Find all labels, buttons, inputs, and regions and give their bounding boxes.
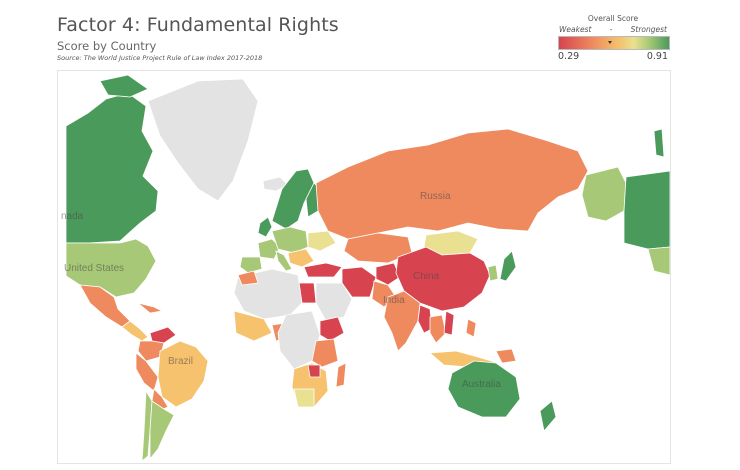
region-argentina[interactable] bbox=[149, 400, 175, 461]
map-label-brazil: Brazil bbox=[168, 356, 194, 367]
region-canada-west[interactable] bbox=[623, 170, 670, 250]
map-label-india: India bbox=[383, 295, 405, 306]
map-label-russia: Russia bbox=[420, 191, 451, 202]
region-ethiopia[interactable] bbox=[319, 316, 345, 342]
region-italy[interactable] bbox=[275, 250, 293, 272]
world-map[interactable]: nada United States Russia China India Br… bbox=[57, 70, 671, 464]
region-caribbean[interactable] bbox=[137, 302, 164, 314]
region-uk[interactable] bbox=[257, 216, 273, 238]
chart-title: Factor 4: Fundamental Rights bbox=[57, 14, 339, 36]
map-label-canada: nada bbox=[61, 211, 84, 222]
region-vietnam[interactable] bbox=[443, 310, 455, 336]
legend-title: Overall Score bbox=[587, 14, 639, 23]
legend-range: 0.29 0.91 bbox=[556, 51, 670, 62]
region-venezuela[interactable] bbox=[149, 326, 177, 344]
region-morocco[interactable] bbox=[237, 270, 259, 286]
region-ukraine[interactable] bbox=[307, 230, 337, 252]
world-map-svg bbox=[65, 74, 670, 462]
region-alaska[interactable] bbox=[581, 166, 627, 222]
region-brazil[interactable] bbox=[157, 340, 209, 408]
legend-min-value: 0.29 bbox=[558, 51, 580, 62]
legend-max-value: 0.91 bbox=[646, 51, 668, 62]
region-australia[interactable] bbox=[447, 360, 521, 418]
region-iceland[interactable] bbox=[262, 176, 289, 192]
region-canada-islands[interactable] bbox=[99, 74, 149, 98]
region-afghanistan[interactable] bbox=[375, 262, 401, 286]
legend-weakest-label: Weakest bbox=[559, 25, 592, 34]
region-japan[interactable] bbox=[499, 250, 517, 282]
region-thailand[interactable] bbox=[429, 314, 447, 344]
region-myanmar[interactable] bbox=[417, 304, 433, 334]
region-spain-portugal[interactable] bbox=[239, 256, 263, 274]
region-kenya-tanzania[interactable] bbox=[311, 338, 339, 368]
region-balkans[interactable] bbox=[287, 248, 315, 268]
region-zimbabwe[interactable] bbox=[307, 364, 321, 378]
legend-marker bbox=[608, 41, 612, 44]
region-west-africa[interactable] bbox=[233, 310, 273, 342]
legend-gradient-bar bbox=[558, 36, 670, 50]
chart-subtitle: Score by Country bbox=[57, 39, 157, 53]
region-greenland[interactable] bbox=[147, 78, 259, 202]
color-legend[interactable]: Overall Score Weakest - Strongest 0.29 0… bbox=[556, 14, 670, 62]
region-usa-west[interactable] bbox=[647, 246, 670, 276]
region-india[interactable] bbox=[383, 290, 421, 352]
map-label-australia: Australia bbox=[462, 379, 501, 390]
region-usa[interactable] bbox=[65, 238, 157, 298]
legend-scale-words: Weakest - Strongest bbox=[556, 25, 670, 34]
region-canada-arctic[interactable] bbox=[653, 128, 665, 158]
region-philippines[interactable] bbox=[465, 318, 477, 338]
region-central-america[interactable] bbox=[121, 320, 149, 342]
legend-separator: - bbox=[609, 25, 613, 34]
region-russia[interactable] bbox=[315, 128, 589, 240]
source-note: Source: The World Justice Project Rule o… bbox=[57, 54, 263, 62]
map-label-china: China bbox=[413, 271, 440, 282]
region-madagascar[interactable] bbox=[335, 362, 347, 388]
legend-strongest-label: Strongest bbox=[630, 25, 667, 34]
region-new-zealand[interactable] bbox=[539, 400, 557, 432]
region-central-africa[interactable] bbox=[277, 310, 321, 370]
region-canada[interactable] bbox=[65, 92, 159, 244]
region-papua-new-guinea[interactable] bbox=[495, 348, 517, 364]
region-korea[interactable] bbox=[487, 264, 499, 282]
map-label-usa: United States bbox=[64, 263, 125, 274]
region-south-africa[interactable] bbox=[293, 388, 315, 408]
region-turkey[interactable] bbox=[303, 262, 343, 278]
